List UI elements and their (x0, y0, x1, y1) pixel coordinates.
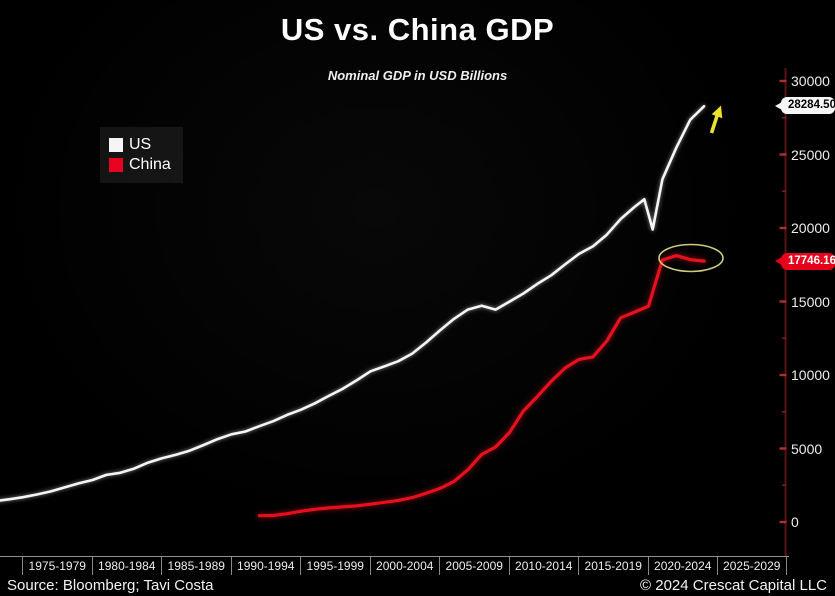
y-axis-tick-label: 0 (791, 514, 799, 530)
x-axis-label: 2015-2019 (578, 557, 648, 575)
x-axis-label: 2000-2004 (369, 557, 440, 575)
y-axis-tick-label: 25000 (791, 146, 830, 163)
x-axis-label: 1990-1994 (230, 557, 301, 575)
x-axis-label: 1975-1979 (22, 557, 92, 575)
y-axis-tick-label: 10000 (791, 367, 830, 383)
legend: US China (100, 127, 183, 183)
y-axis-tick-label: 20000 (791, 220, 830, 236)
china-value-text: 17746.16 (788, 254, 835, 267)
us-value-callout: 28284.50 (775, 97, 835, 114)
x-axis: 1975-1979 1980-1984 1985-1989 1990-1994 1995… (0, 556, 789, 575)
x-axis-label: 1995-1999 (300, 557, 370, 575)
series-line-us (0, 104, 706, 502)
up-arrow-icon (709, 105, 723, 134)
x-axis-label: 1985-1989 (161, 557, 231, 575)
footer: Source: Bloomberg; Tavi Costa © 2024 Cre… (0, 575, 835, 596)
y-axis-tick-label: 5000 (791, 440, 823, 457)
x-axis-label: 2010-2014 (508, 557, 579, 575)
chart-subtitle: Nominal GDP in USD Billions (327, 68, 508, 83)
y-axis-tick-label: 15000 (791, 293, 830, 310)
series-line-china (257, 254, 706, 518)
series-lines (0, 104, 706, 518)
x-axis-label: 2025-2029 (717, 557, 787, 575)
us-swatch-icon (109, 138, 123, 152)
x-axis-spacer (0, 557, 22, 575)
chart-title: US vs. China GDP (280, 12, 555, 47)
x-axis-label: 1980-1984 (91, 557, 162, 575)
y-axis-tick-label: 30000 (791, 73, 830, 89)
x-axis-label: 2005-2009 (439, 557, 509, 575)
china-value-callout: 17746.16 (775, 252, 835, 270)
china-swatch-icon (109, 158, 123, 172)
copyright-text: © 2024 Crescat Capital LLC (640, 577, 827, 594)
x-axis-label: 2020-2024 (647, 557, 718, 575)
legend-item-china: China (109, 156, 171, 174)
legend-item-us: US (109, 136, 171, 154)
us-value-text: 28284.50 (788, 99, 835, 111)
source-text: Source: Bloomberg; Tavi Costa (7, 577, 214, 594)
legend-label-us: US (129, 136, 152, 153)
legend-label-china: China (129, 156, 171, 173)
ellipse-annotation (658, 243, 724, 273)
